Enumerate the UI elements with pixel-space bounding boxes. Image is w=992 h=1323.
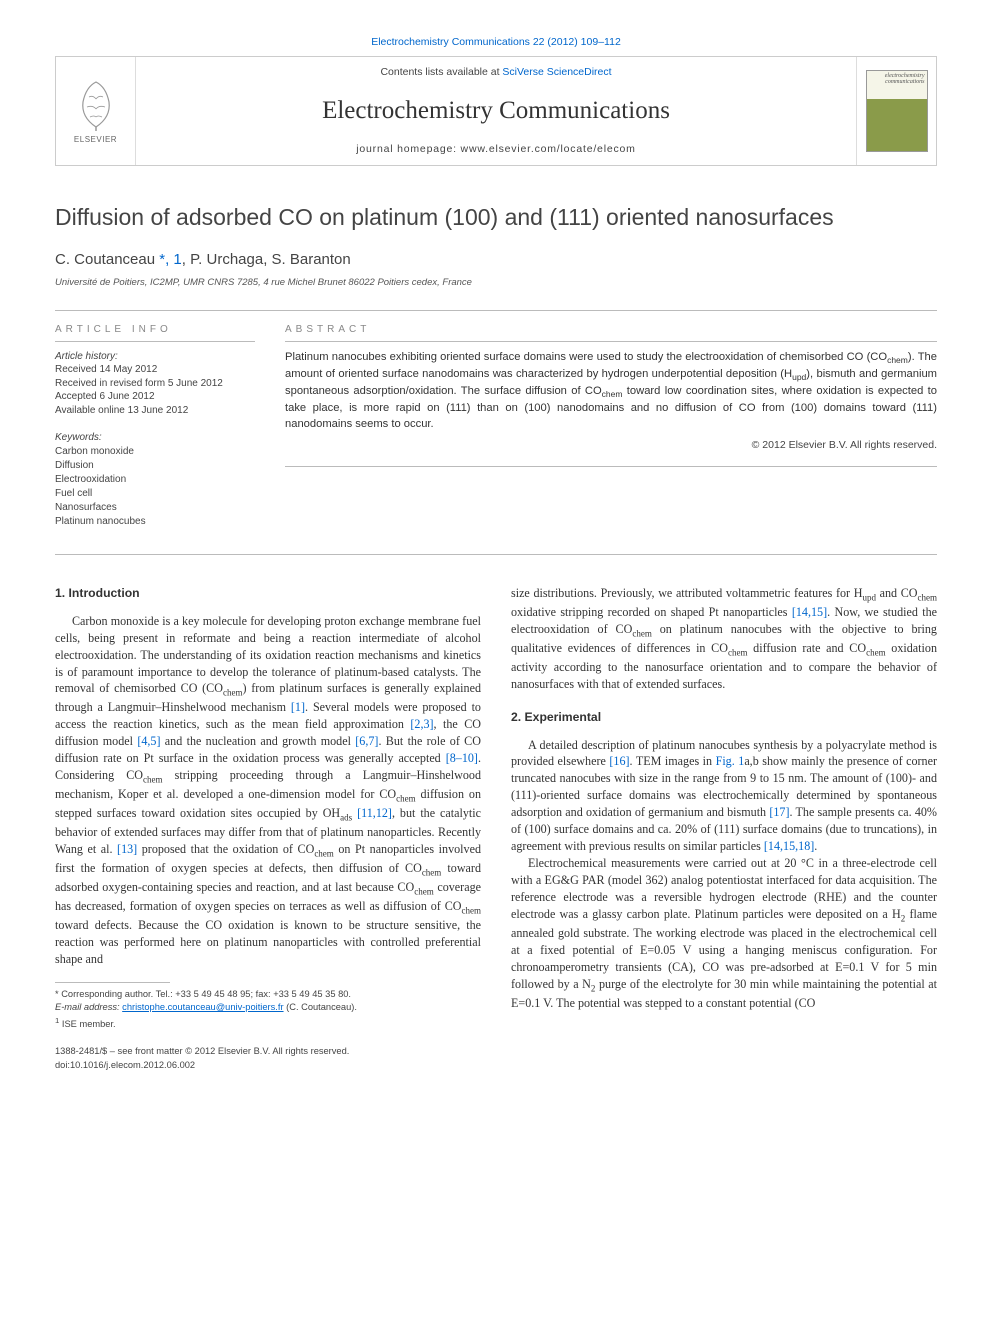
ref-link[interactable]: [14,15,18] xyxy=(764,839,814,853)
affiliation: Université de Poitiers, IC2MP, UMR CNRS … xyxy=(55,276,937,290)
ref-link[interactable]: [16] xyxy=(609,754,629,768)
experimental-heading: 2. Experimental xyxy=(511,709,937,727)
keyword: Platinum nanocubes xyxy=(55,515,255,529)
history-revised: Received in revised form 5 June 2012 xyxy=(55,377,255,391)
copyright-front-matter: 1388-2481/$ – see front matter © 2012 El… xyxy=(55,1045,349,1072)
journal-header: ELSEVIER Contents lists available at Sci… xyxy=(55,56,937,166)
divider xyxy=(55,310,937,311)
figure-link[interactable]: Fig. 1 xyxy=(716,754,745,768)
elsevier-tree-icon xyxy=(71,77,121,132)
ref-link[interactable]: [6,7] xyxy=(355,734,378,748)
abstract-col: ABSTRACT Platinum nanocubes exhibiting o… xyxy=(285,323,937,529)
keyword: Diffusion xyxy=(55,459,255,473)
ref-link[interactable]: [2,3] xyxy=(410,717,433,731)
doi: doi:10.1016/j.elecom.2012.06.002 xyxy=(55,1059,349,1072)
ref-link[interactable]: [11,12] xyxy=(357,806,392,820)
article-info-label: ARTICLE INFO xyxy=(55,323,255,338)
cover-text: electrochemistry communications xyxy=(867,73,925,85)
keyword: Electrooxidation xyxy=(55,473,255,487)
divider xyxy=(55,341,255,342)
info-abstract-row: ARTICLE INFO Article history: Received 1… xyxy=(55,323,937,529)
left-column: 1. Introduction Carbon monoxide is a key… xyxy=(55,585,481,1072)
email-suffix: (C. Coutanceau). xyxy=(284,1002,357,1012)
contents-label: Contents lists available at xyxy=(380,66,502,78)
author-coutanceau: C. Coutanceau xyxy=(55,251,159,268)
ref-link[interactable]: [1] xyxy=(291,700,305,714)
journal-cover: electrochemistry communications xyxy=(856,57,936,165)
footnote-ise: 1 ISE member. xyxy=(55,1015,481,1032)
copyright: © 2012 Elsevier B.V. All rights reserved… xyxy=(285,438,937,453)
bottom-line: 1388-2481/$ – see front matter © 2012 El… xyxy=(55,1045,481,1072)
authors-rest: , P. Urchaga, S. Baranton xyxy=(182,251,351,268)
exp-paragraph-2: Electrochemical measurements were carrie… xyxy=(511,855,937,1011)
contents-lists: Contents lists available at SciVerse Sci… xyxy=(146,65,846,80)
article-title: Diffusion of adsorbed CO on platinum (10… xyxy=(55,201,937,234)
divider xyxy=(55,554,937,555)
journal-homepage: journal homepage: www.elsevier.com/locat… xyxy=(146,142,846,157)
ref-link[interactable]: [8–10] xyxy=(446,751,478,765)
sciverse-link[interactable]: SciVerse ScienceDirect xyxy=(502,66,611,78)
intro-paragraph: Carbon monoxide is a key molecule for de… xyxy=(55,613,481,968)
cover-thumbnail: electrochemistry communications xyxy=(866,70,928,152)
author-mark-link[interactable]: *, 1 xyxy=(159,251,182,268)
email-label: E-mail address: xyxy=(55,1002,122,1012)
right-column: size distributions. Previously, we attri… xyxy=(511,585,937,1072)
header-center: Contents lists available at SciVerse Sci… xyxy=(136,57,856,165)
email-row: E-mail address: christophe.coutanceau@un… xyxy=(55,1001,481,1014)
abstract-label: ABSTRACT xyxy=(285,323,937,338)
keywords-label: Keywords: xyxy=(55,431,255,445)
ref-link[interactable]: [4,5] xyxy=(137,734,160,748)
article-info-col: ARTICLE INFO Article history: Received 1… xyxy=(55,323,255,529)
history-online: Available online 13 June 2012 xyxy=(55,404,255,418)
ref-link[interactable]: [13] xyxy=(117,842,137,856)
divider xyxy=(285,341,937,342)
elsevier-text: ELSEVIER xyxy=(74,134,117,146)
footnotes: * Corresponding author. Tel.: +33 5 49 4… xyxy=(55,988,481,1032)
corresponding-author: * Corresponding author. Tel.: +33 5 49 4… xyxy=(55,988,481,1001)
article-history: Article history: Received 14 May 2012 Re… xyxy=(55,350,255,418)
elsevier-logo: ELSEVIER xyxy=(56,57,136,165)
abstract-text: Platinum nanocubes exhibiting oriented s… xyxy=(285,350,937,433)
keyword: Carbon monoxide xyxy=(55,445,255,459)
journal-citation[interactable]: Electrochemistry Communications 22 (2012… xyxy=(55,35,937,50)
keyword: Nanosurfaces xyxy=(55,501,255,515)
intro-heading: 1. Introduction xyxy=(55,585,481,603)
authors: C. Coutanceau *, 1, P. Urchaga, S. Baran… xyxy=(55,249,937,271)
front-matter-text: 1388-2481/$ – see front matter © 2012 El… xyxy=(55,1045,349,1058)
journal-name: Electrochemistry Communications xyxy=(146,93,846,129)
col2-continuation: size distributions. Previously, we attri… xyxy=(511,585,937,693)
history-accepted: Accepted 6 June 2012 xyxy=(55,390,255,404)
keyword: Fuel cell xyxy=(55,487,255,501)
ref-link[interactable]: [17] xyxy=(769,805,789,819)
keywords-block: Keywords: Carbon monoxide Diffusion Elec… xyxy=(55,431,255,529)
ref-link[interactable]: [14,15] xyxy=(792,605,827,619)
history-received: Received 14 May 2012 xyxy=(55,363,255,377)
history-label: Article history: xyxy=(55,350,255,364)
body-columns: 1. Introduction Carbon monoxide is a key… xyxy=(55,585,937,1072)
divider xyxy=(285,466,937,467)
email-link[interactable]: christophe.coutanceau@univ-poitiers.fr xyxy=(122,1002,283,1012)
exp-paragraph-1: A detailed description of platinum nanoc… xyxy=(511,737,937,855)
footnote-divider xyxy=(55,982,170,983)
